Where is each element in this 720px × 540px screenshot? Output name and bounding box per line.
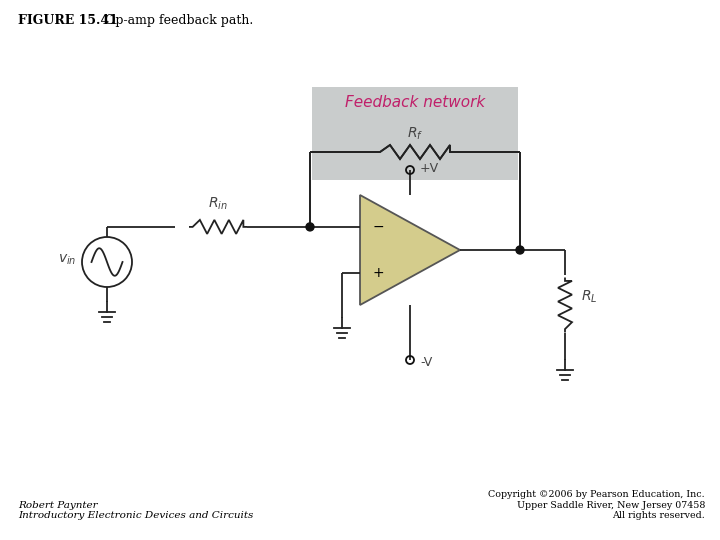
Text: $R_L$: $R_L$ <box>581 289 598 305</box>
Text: +: + <box>372 266 384 280</box>
Text: +V: +V <box>420 161 439 174</box>
Text: Op-amp feedback path.: Op-amp feedback path. <box>105 14 253 27</box>
Text: −: − <box>372 220 384 234</box>
Text: $v_{in}$: $v_{in}$ <box>58 253 76 267</box>
Circle shape <box>306 223 314 231</box>
Text: FIGURE 15.41: FIGURE 15.41 <box>18 14 118 27</box>
Text: $R_{in}$: $R_{in}$ <box>208 195 228 212</box>
Text: -V: -V <box>420 355 432 368</box>
Text: Copyright ©2006 by Pearson Education, Inc.
Upper Saddle River, New Jersey 07458
: Copyright ©2006 by Pearson Education, In… <box>488 490 705 520</box>
Bar <box>312 87 518 180</box>
Circle shape <box>516 246 524 254</box>
Text: Robert Paynter
Introductory Electronic Devices and Circuits: Robert Paynter Introductory Electronic D… <box>18 501 253 520</box>
Text: Feedback network: Feedback network <box>345 95 485 110</box>
Polygon shape <box>360 195 460 305</box>
Text: $R_f$: $R_f$ <box>407 126 423 142</box>
